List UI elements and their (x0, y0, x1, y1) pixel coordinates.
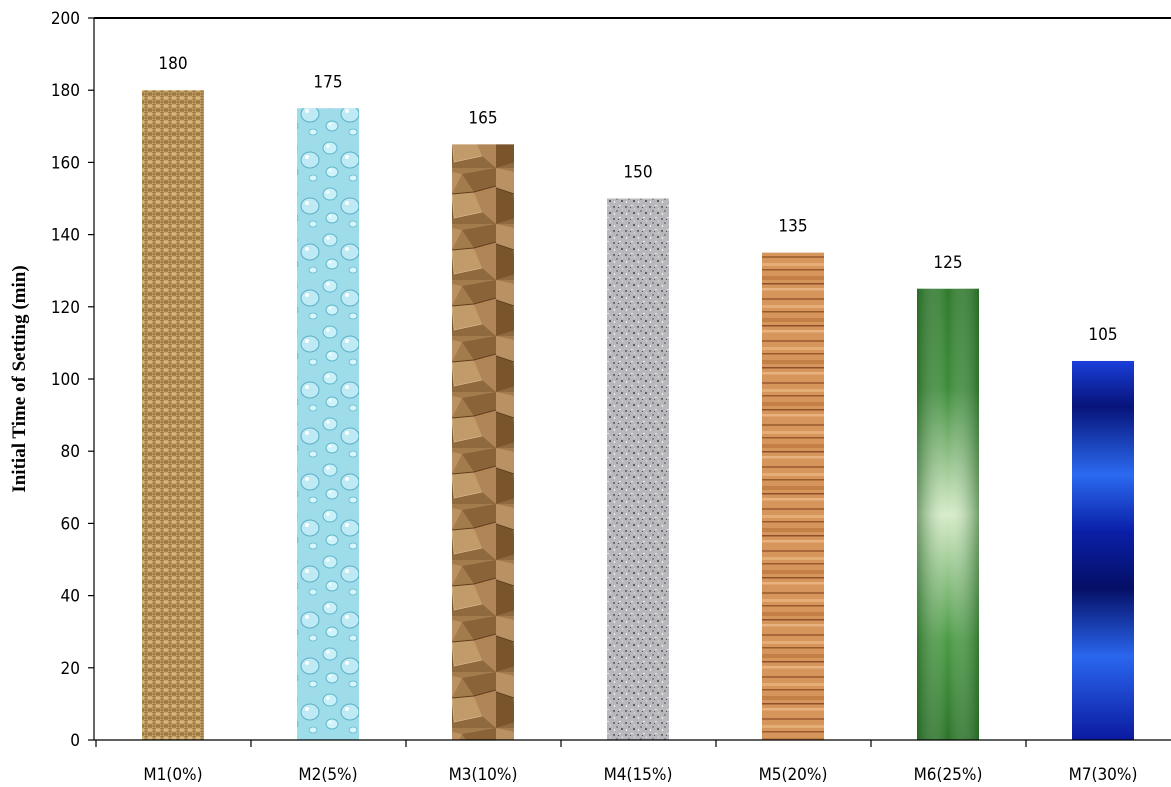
data-label: 150 (623, 163, 652, 183)
y-tick-label: 180 (51, 81, 80, 101)
bar-m1-0 (142, 90, 204, 740)
bar-m4-15 (607, 198, 669, 740)
x-tick-label: M5(20%) (759, 765, 828, 785)
bar-m7-30 (1072, 360, 1134, 740)
bars (142, 90, 1134, 741)
y-tick-label: 20 (61, 659, 80, 679)
data-labels: 180 175 165 150 135 125 105 (158, 54, 1117, 345)
x-axis-ticks: M1(0%) M2(5%) M3(10%) M4(15%) M5(20%) M6(25%)… (95, 740, 1138, 785)
data-label: 135 (778, 217, 807, 237)
bar-shading (917, 288, 979, 740)
y-tick-label: 0 (70, 731, 80, 751)
x-tick-label: M2(5%) (298, 765, 357, 785)
y-tick-label: 100 (51, 370, 80, 390)
x-tick-label: M7(30%) (1069, 765, 1138, 785)
x-tick-label: M6(25%) (914, 765, 983, 785)
y-tick-label: 160 (51, 153, 80, 173)
y-tick-label: 200 (51, 9, 80, 29)
x-tick-label: M1(0%) (143, 765, 202, 785)
y-tick-label: 80 (61, 442, 80, 462)
bar-m2-5 (297, 108, 359, 740)
y-axis-ticks: 0 20 40 60 80 100 120 140 160 180 200 (51, 9, 94, 751)
data-label: 180 (158, 54, 187, 74)
data-label: 125 (933, 253, 962, 273)
y-tick-label: 140 (51, 226, 80, 246)
bar-m3-10 (452, 144, 514, 741)
data-label: 105 (1088, 325, 1117, 345)
y-tick-label: 40 (61, 587, 80, 607)
x-tick-label: M3(10%) (449, 765, 518, 785)
y-tick-label: 120 (51, 298, 80, 318)
data-label: 175 (313, 72, 342, 92)
y-tick-label: 60 (61, 514, 80, 534)
bar-m5-20 (762, 252, 824, 740)
x-tick-label: M4(15%) (604, 765, 673, 785)
data-label: 165 (468, 108, 497, 128)
y-axis-title: Initial Time of Setting (min) (9, 265, 30, 492)
